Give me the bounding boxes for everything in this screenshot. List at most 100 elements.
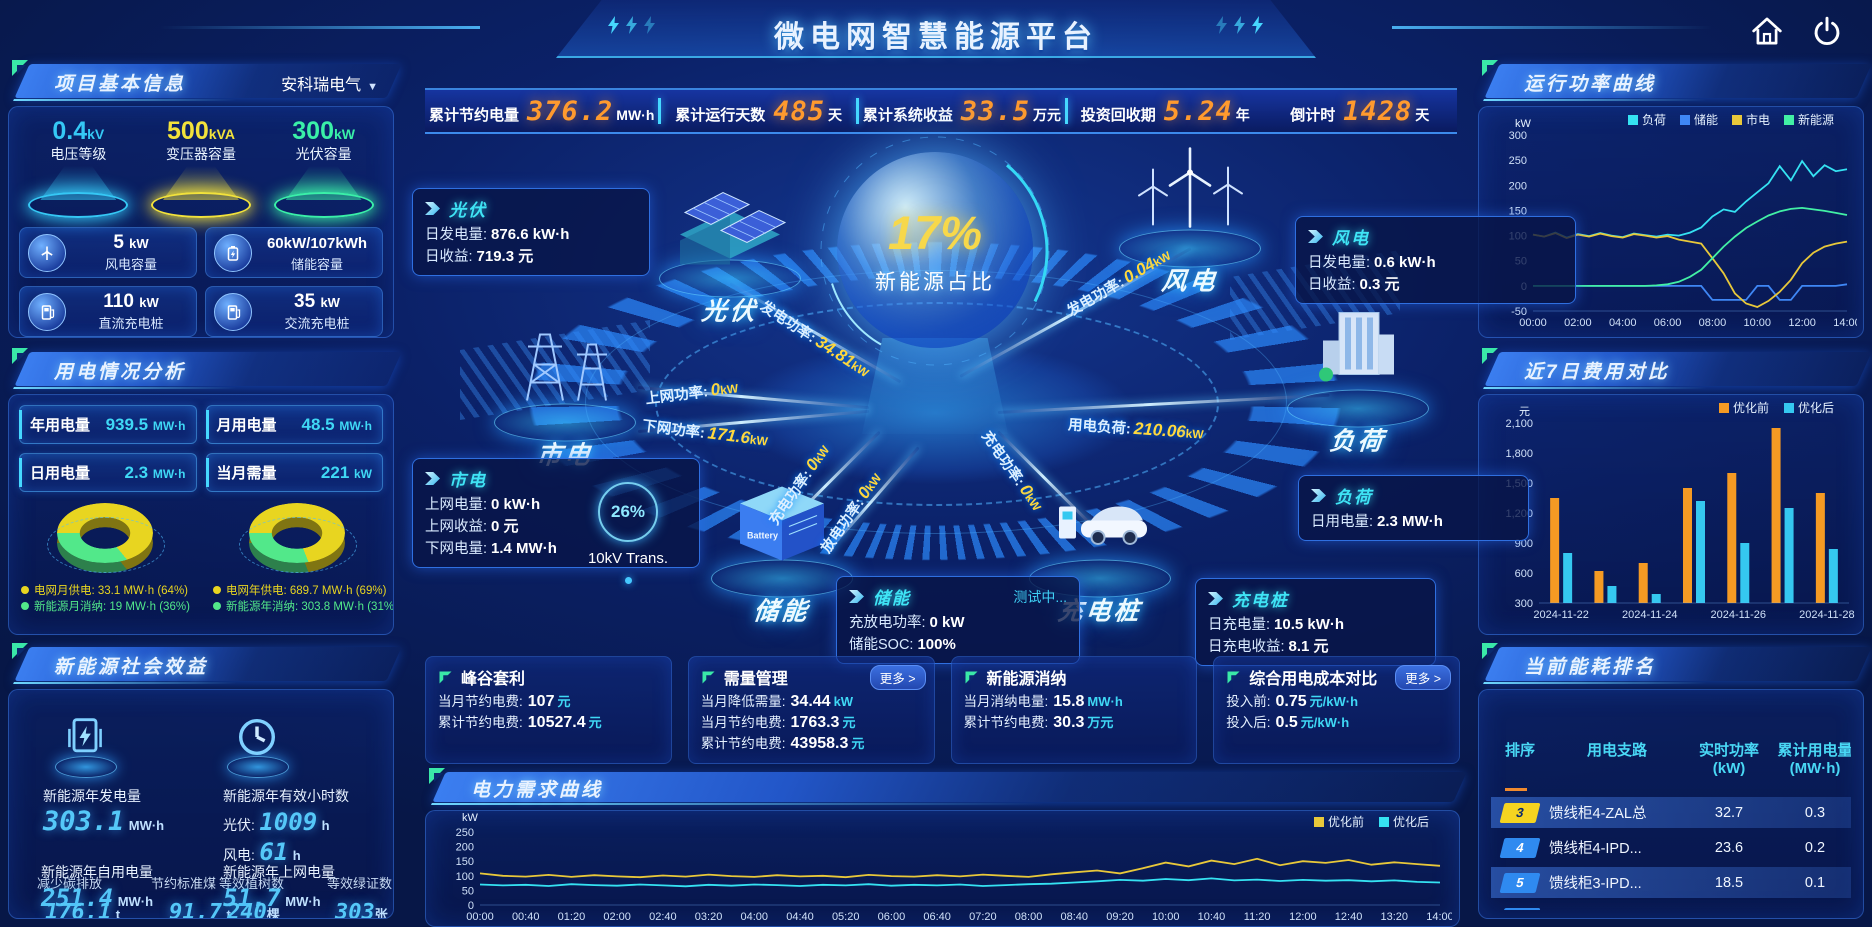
series-新能源 bbox=[1533, 206, 1848, 287]
panel-title: 新能源社会效益 bbox=[54, 657, 209, 678]
info-row: 日收益: 719.3 元 bbox=[425, 248, 534, 265]
panel-energy-rank: 当前能耗排名 排序 用电支路 实时功率 (kW) 累计用电量 (MW·h) 3 馈线柜4-ZA… bbox=[1478, 643, 1872, 919]
card-label: 直流充电桩 bbox=[98, 315, 164, 331]
svg-text:12:00: 12:00 bbox=[1788, 317, 1816, 329]
gen-label: 新能源年发电量 bbox=[43, 788, 141, 804]
lightning-deco-left bbox=[608, 16, 656, 34]
legend-label[interactable]: 优化后 bbox=[1393, 815, 1429, 829]
table-row[interactable]: 5 馈线柜3-IPD... 18.5 0.1 bbox=[1491, 867, 1851, 898]
bar-2024-11-24-优化前 bbox=[1638, 563, 1648, 603]
info-box-header: 负荷 bbox=[1311, 483, 1516, 508]
svg-text:08:00: 08:00 bbox=[1699, 317, 1727, 329]
svg-text:2024-11-24: 2024-11-24 bbox=[1622, 609, 1677, 621]
legend-label[interactable]: 市电 bbox=[1746, 112, 1770, 127]
solar-panel-icon bbox=[680, 191, 787, 265]
kpi-label: 倒计时 bbox=[1290, 106, 1336, 124]
gauge-电压等级: 0.4kV 电压等级 bbox=[19, 117, 137, 218]
usage-stat-label: 年用电量 bbox=[30, 417, 91, 434]
bar-2024-11-28-优化前 bbox=[1815, 493, 1825, 603]
energy-flow-diagram: 17% 新能源占比 光伏 风电 市电 Battery 储能 充电桩 负荷 光伏 日发电量: 87… bbox=[400, 130, 1576, 666]
panel-renewable-benefit: 新能源社会效益 新能源年发电量 303.1 MW·h 新能源年有效小时数 光伏: 10… bbox=[8, 643, 402, 919]
chevron-right-icon bbox=[849, 590, 864, 603]
power-cell: 32.7 bbox=[1714, 804, 1744, 821]
panel-title: 运行功率曲线 bbox=[1524, 74, 1657, 95]
legend-label[interactable]: 优化前 bbox=[1733, 400, 1769, 415]
svg-text:14:00: 14:00 bbox=[1833, 317, 1857, 329]
more-button[interactable]: 更多 > bbox=[869, 665, 926, 690]
donut-halo bbox=[47, 517, 165, 573]
svg-text:12:00: 12:00 bbox=[1289, 911, 1317, 923]
legend-swatch[interactable] bbox=[1628, 115, 1638, 125]
series-市电 bbox=[1532, 232, 1848, 308]
info-box-header: 风电 bbox=[1308, 224, 1563, 249]
svg-text:04:00: 04:00 bbox=[1609, 317, 1637, 329]
legend-swatch[interactable] bbox=[1784, 403, 1794, 413]
svg-text:12:40: 12:40 bbox=[1335, 911, 1363, 923]
legend-label[interactable]: 优化后 bbox=[1798, 401, 1834, 415]
panel-usage-analysis: 用电情况分析 年用电量 939.5 MW·h 月用电量 48.5 MW·h 日用电量 2.… bbox=[8, 348, 402, 635]
svg-text:100: 100 bbox=[456, 871, 474, 883]
legend-label[interactable]: 优化前 bbox=[1328, 814, 1364, 829]
svg-text:03:20: 03:20 bbox=[695, 911, 723, 923]
legend-swatch[interactable] bbox=[1680, 115, 1690, 125]
legend-item[interactable]: 新能源年消纳: 303.8 MW·h (31%) bbox=[213, 599, 393, 615]
power-cell: 23.6 bbox=[1714, 839, 1744, 856]
wind-turbine-icon bbox=[28, 233, 66, 272]
legend-dot bbox=[21, 586, 29, 594]
svg-text:13:20: 13:20 bbox=[1381, 911, 1409, 923]
kpi-value: 33.5 bbox=[960, 95, 1030, 127]
battery-container-icon: Battery bbox=[740, 486, 824, 561]
home-icon[interactable] bbox=[1750, 14, 1784, 48]
table-row[interactable]: 6 馈线柜6-IPD22.70.1 bbox=[1491, 902, 1851, 910]
svg-text:06:40: 06:40 bbox=[923, 911, 951, 923]
kpi-label: 累计运行天数 bbox=[675, 106, 766, 124]
legend-swatch[interactable] bbox=[1314, 817, 1324, 827]
legend-swatch[interactable] bbox=[1784, 115, 1794, 125]
kpi-label: 累计节约电量 bbox=[429, 106, 520, 124]
panel-corner-icon bbox=[12, 60, 28, 76]
card-text: 110 kW 直流充电桩 bbox=[74, 290, 188, 332]
table-row[interactable]: 3 馈线柜4-ZAL总 32.7 0.3 bbox=[1491, 797, 1851, 828]
trees-label: 等效植树数 bbox=[219, 876, 285, 891]
legend-item[interactable]: 电网年供电: 689.7 MW·h (69%) bbox=[213, 583, 387, 599]
cost_compare-svg: 2,1001,8001,5001,200900600300元2024-11-22… bbox=[1505, 400, 1854, 621]
legend-label[interactable]: 新能源 bbox=[1798, 112, 1834, 127]
gauge-beam bbox=[162, 166, 239, 200]
gauge-变压器容量: 500kVA 变压器容量 bbox=[142, 117, 260, 218]
to-grid-value: 51.7 MW·h bbox=[223, 884, 321, 912]
info-row: 充放电功率: 0 kW bbox=[849, 614, 965, 631]
legend-swatch[interactable] bbox=[1379, 817, 1389, 827]
svg-text:08:40: 08:40 bbox=[1061, 911, 1089, 923]
legend-swatch[interactable] bbox=[1719, 403, 1729, 413]
legend-swatch[interactable] bbox=[1732, 115, 1742, 125]
certs-label: 等效绿证数 bbox=[327, 876, 393, 891]
bar-2024-11-25-优化前 bbox=[1683, 488, 1692, 603]
card-value: 110 kW bbox=[103, 290, 159, 312]
bar-2024-11-27-优化前 bbox=[1771, 428, 1781, 603]
rank-badge: 3 bbox=[1499, 802, 1541, 823]
kpi-value: 5.24 bbox=[1163, 95, 1233, 127]
info-box-title: 风电 bbox=[1332, 229, 1370, 248]
energy-rank-table: 排序 用电支路 实时功率 (kW) 累计用电量 (MW·h) 3 馈线柜4-ZAL总 32.7 0… bbox=[1491, 742, 1851, 910]
power-icon[interactable] bbox=[1810, 14, 1844, 48]
table-row[interactable]: 4 馈线柜4-IPD... 23.6 0.2 bbox=[1491, 832, 1851, 863]
company-dropdown[interactable]: 安科瑞电气 ▼ bbox=[281, 77, 378, 94]
node-platform bbox=[711, 559, 853, 598]
legend-item[interactable]: 电网月供电: 33.1 MW·h (64%) bbox=[21, 583, 195, 599]
series-优化后 bbox=[479, 877, 1441, 888]
info-box-title: 负荷 bbox=[1335, 488, 1373, 507]
kpi-label: 投资回收期 bbox=[1080, 106, 1156, 124]
bar-2024-11-25-优化后 bbox=[1696, 501, 1705, 603]
bar-2024-11-26-优化后 bbox=[1740, 543, 1750, 603]
legend-label[interactable]: 负荷 bbox=[1642, 113, 1666, 127]
legend-label[interactable]: 储能 bbox=[1694, 112, 1718, 127]
panel-title: 电力需求曲线 bbox=[471, 780, 604, 801]
more-button[interactable]: 更多 > bbox=[1395, 665, 1451, 690]
chevron-right-icon bbox=[425, 472, 440, 485]
rank-cell: 5 bbox=[1491, 872, 1549, 893]
gauge-label: 电压等级 bbox=[50, 146, 107, 162]
svg-text:04:40: 04:40 bbox=[786, 911, 814, 923]
legend-item[interactable]: 新能源月消纳: 19 MW·h (36%) bbox=[21, 599, 195, 615]
header-wing-right bbox=[1392, 26, 1712, 29]
